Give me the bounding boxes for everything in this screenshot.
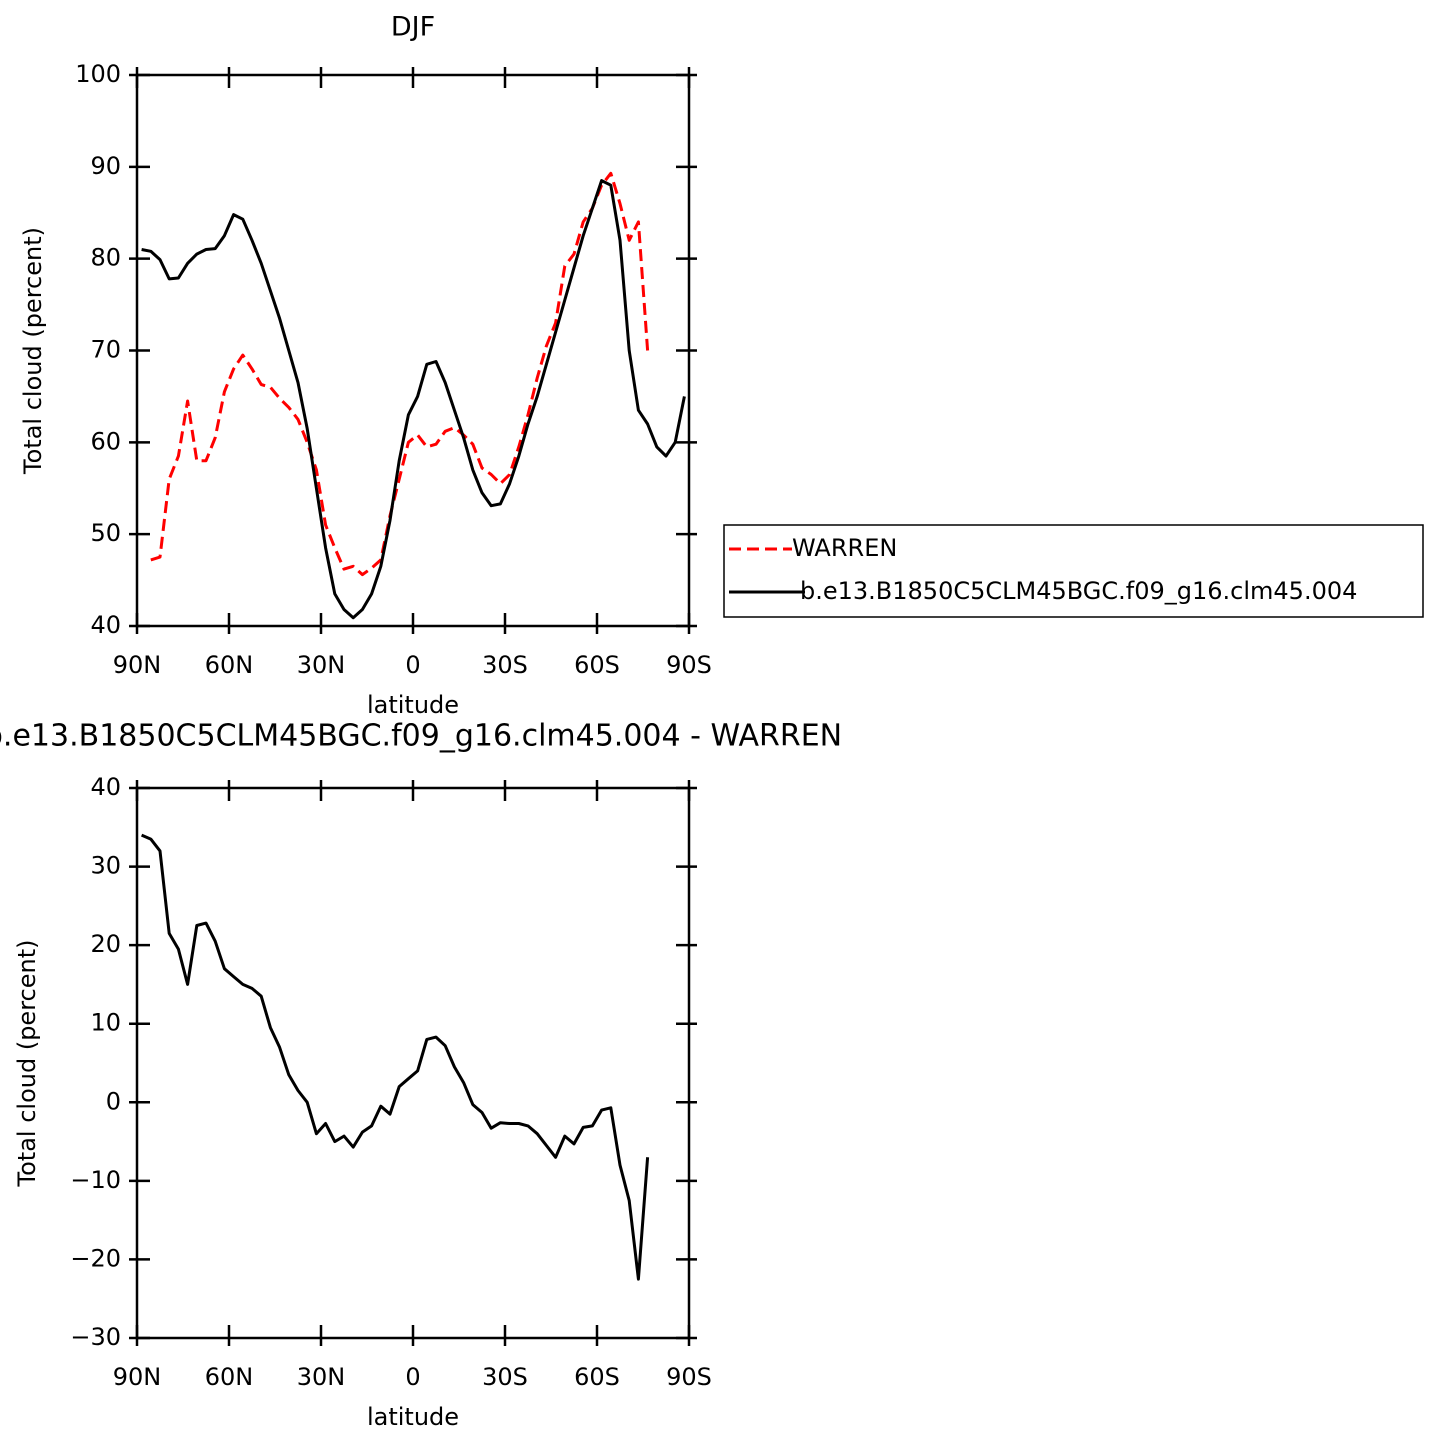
x-tick-label: 30S: [482, 1363, 528, 1391]
legend-box: [723, 524, 1424, 618]
x-tick-label: 90S: [666, 651, 712, 679]
chart-title: b.e13.B1850C5CLM45BGC.f09_g16.clm45.004 …: [0, 719, 842, 754]
x-tick-label: 60N: [205, 1363, 254, 1391]
x-tick-label: 30N: [297, 651, 346, 679]
y-tick-label: 100: [75, 60, 121, 88]
y-tick-label: −10: [70, 1166, 121, 1194]
y-tick-label: 10: [90, 1009, 121, 1037]
y-axis-label: Total cloud (percent): [19, 227, 47, 475]
x-tick-label: 90S: [666, 1363, 712, 1391]
plot-frame: [135, 73, 691, 628]
plot-frame: [135, 786, 691, 1340]
y-tick-label: 40: [90, 611, 121, 639]
legend-label: WARREN: [792, 534, 897, 562]
data-line: [150, 171, 650, 577]
y-tick-label: 70: [90, 336, 121, 364]
x-tick-label: 0: [405, 1363, 420, 1391]
y-tick-label: 30: [90, 852, 121, 880]
legend-label: b.e13.B1850C5CLM45BGC.f09_g16.clm45.004: [800, 577, 1357, 605]
y-tick-label: −30: [70, 1323, 121, 1351]
y-tick-label: 20: [90, 930, 121, 958]
x-tick-label: 60S: [574, 1363, 620, 1391]
y-tick-label: 50: [90, 519, 121, 547]
y-axis-label: Total cloud (percent): [13, 940, 41, 1188]
y-tick-label: −20: [70, 1244, 121, 1272]
chart-title: DJF: [391, 12, 435, 43]
y-tick-label: 90: [90, 152, 121, 180]
y-tick-label: 80: [90, 244, 121, 272]
y-tick-label: 40: [90, 773, 121, 801]
data-line: [141, 833, 650, 1281]
x-tick-label: 0: [405, 651, 420, 679]
x-tick-label: 60N: [205, 651, 254, 679]
y-tick-label: 0: [106, 1087, 121, 1115]
x-tick-label: 30S: [482, 651, 528, 679]
x-tick-label: 30N: [297, 1363, 346, 1391]
x-tick-label: 60S: [574, 651, 620, 679]
x-axis-label: latitude: [367, 1403, 459, 1431]
x-tick-label: 90N: [113, 1363, 162, 1391]
x-tick-label: 90N: [113, 651, 162, 679]
data-line: [141, 179, 686, 620]
x-axis-label: latitude: [367, 691, 459, 719]
y-tick-label: 60: [90, 427, 121, 455]
